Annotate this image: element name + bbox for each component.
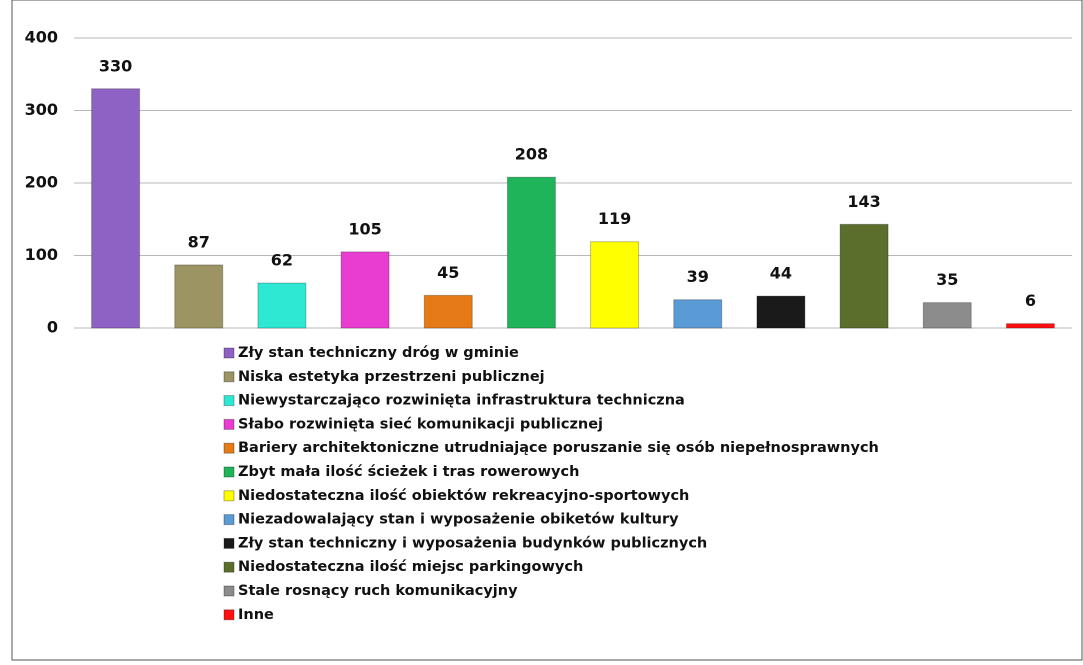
bar — [257, 282, 307, 329]
legend-label: Zły stan techniczny i wyposażenia budynk… — [238, 535, 707, 551]
legend-swatch — [223, 561, 235, 573]
bar — [423, 294, 473, 329]
value-label: 45 — [437, 263, 459, 282]
legend-label: Zły stan techniczny dróg w gminie — [238, 345, 519, 361]
bar — [1005, 323, 1055, 329]
value-label: 119 — [598, 209, 631, 228]
bar — [506, 176, 556, 329]
value-label: 330 — [99, 56, 132, 75]
legend-label: Niewystarczająco rozwinięta infrastruktu… — [238, 393, 685, 409]
y-tick-label: 0 — [47, 318, 58, 337]
value-label: 62 — [271, 251, 293, 270]
legend-label: Zbyt mała ilość ścieżek i tras rowerowyc… — [238, 464, 579, 480]
legend-label: Niska estetyka przestrzeni publicznej — [238, 369, 545, 385]
legend-swatch — [223, 395, 235, 407]
bar — [922, 302, 972, 329]
legend-swatch — [223, 371, 235, 383]
legend-label: Bariery architektoniczne utrudniające po… — [238, 440, 879, 456]
bar — [91, 88, 141, 329]
legend-swatch — [223, 609, 235, 621]
y-tick-label: 400 — [25, 28, 58, 47]
bar — [756, 295, 806, 329]
value-label: 105 — [348, 219, 381, 238]
legend-swatch — [223, 442, 235, 454]
legend-label: Niedostateczna ilość obiektów rekreacyjn… — [238, 488, 689, 504]
y-tick-label: 300 — [25, 100, 58, 119]
legend-label: Niezadowalający stan i wyposażenie obike… — [238, 512, 679, 528]
bar — [839, 223, 889, 329]
value-label: 208 — [515, 145, 548, 164]
bar — [340, 251, 390, 329]
y-tick-label: 200 — [25, 173, 58, 192]
y-tick-label: 100 — [25, 245, 58, 264]
legend-swatch — [223, 537, 235, 549]
legend-label: Niedostateczna ilość miejsc parkingowych — [238, 559, 583, 575]
value-label: 6 — [1025, 291, 1036, 310]
legend-label: Stale rosnący ruch komunikacyjny — [238, 583, 518, 599]
bar — [174, 264, 224, 329]
legend-label: Słabo rozwinięta sieć komunikacji public… — [238, 416, 603, 432]
legend-swatch — [223, 347, 235, 359]
value-label: 39 — [687, 267, 709, 286]
legend-swatch — [223, 466, 235, 478]
legend-swatch — [223, 490, 235, 502]
bar — [673, 299, 723, 329]
value-label: 143 — [847, 192, 880, 211]
value-label: 35 — [936, 270, 958, 289]
legend-swatch — [223, 514, 235, 526]
legend-label: Inne — [238, 607, 274, 623]
legend-swatch — [223, 585, 235, 597]
bar — [590, 241, 640, 329]
value-label: 87 — [188, 232, 210, 251]
value-label: 44 — [770, 264, 792, 283]
frame — [11, 0, 1083, 661]
legend-swatch — [223, 418, 235, 430]
